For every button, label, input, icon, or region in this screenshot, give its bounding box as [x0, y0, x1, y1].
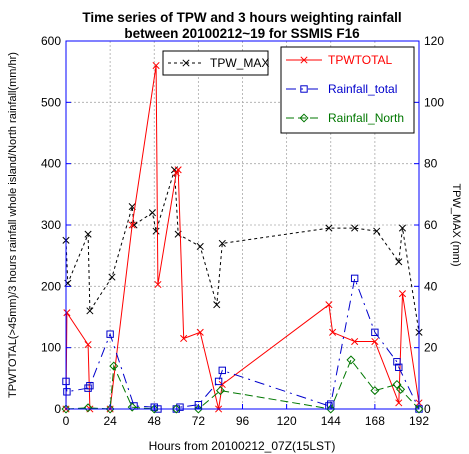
x-tick-label: 72: [192, 414, 206, 428]
x-axis-label: Hours from 20100212_07Z(15LST): [149, 439, 336, 453]
data-point: [300, 85, 308, 93]
x-tick-label: 48: [148, 414, 162, 428]
data-point: [395, 363, 403, 371]
data-point: [148, 209, 156, 217]
grid: [66, 41, 419, 409]
legend-label: TPWTOTAL: [328, 53, 393, 67]
data-point: [84, 341, 92, 349]
data-point: [106, 330, 114, 338]
data-point: [84, 230, 92, 238]
data-point: [393, 358, 401, 366]
data-point: [83, 403, 93, 413]
data-point: [396, 384, 406, 394]
data-point: [108, 273, 116, 281]
legend-label: Rainfall_North: [328, 111, 404, 125]
y-tick-label-left: 100: [41, 341, 61, 355]
y-tick-label-right: 100: [424, 95, 444, 109]
legend-box-right-axis: TPW_MAX: [162, 50, 269, 76]
data-point: [214, 377, 223, 386]
legend-label: Rainfall_total: [328, 82, 397, 96]
data-point: [351, 224, 359, 232]
data-point: [371, 328, 379, 337]
legend-label: TPW_MAX: [210, 56, 269, 70]
data-point: [61, 404, 71, 414]
x-tick-label: 96: [236, 414, 250, 428]
data-point: [329, 328, 337, 336]
data-point: [152, 227, 160, 235]
data-point: [63, 388, 71, 396]
data-point: [395, 258, 403, 266]
data-point: [218, 239, 226, 247]
x-tick-label: 192: [409, 414, 429, 428]
data-point: [128, 221, 136, 229]
data-point: [350, 274, 359, 283]
x-tick-label: 24: [103, 414, 117, 428]
y-tick-label-right: 40: [424, 279, 438, 293]
y-tick-label-left: 500: [41, 95, 61, 109]
data-point: [326, 404, 336, 414]
data-point: [154, 280, 162, 289]
data-point: [325, 301, 333, 309]
data-point: [299, 113, 309, 123]
y-tick-label-right: 80: [424, 157, 438, 171]
data-point: [182, 59, 190, 67]
y-tick-label-right: 20: [424, 341, 438, 355]
y-axis-label-left: TPWTOTAL(>45mm)/3 hours rainfall whole i…: [7, 52, 19, 398]
y-tick-label-right: 0: [424, 402, 431, 416]
data-point: [395, 399, 403, 407]
data-point: [152, 61, 160, 70]
x-tick-label: 120: [277, 414, 297, 428]
data-point: [392, 379, 402, 389]
x-tick-label: 0: [63, 414, 70, 428]
y-tick-label-right: 60: [424, 218, 438, 232]
data-point: [398, 224, 407, 232]
series-line: [65, 276, 420, 410]
data-point: [109, 361, 119, 371]
legend-frame: [162, 50, 269, 76]
data-point: [300, 56, 308, 64]
data-point: [84, 384, 92, 392]
data-point: [370, 386, 380, 396]
data-point: [325, 224, 333, 232]
axes: 0 24 48 72 96 120 144 168 1920100200300400500600…: [41, 34, 444, 428]
data-point: [149, 404, 159, 414]
data-point: [193, 404, 203, 414]
y-tick-label-left: 400: [41, 157, 61, 171]
data-point: [105, 404, 115, 414]
y-tick-label-left: 200: [41, 279, 61, 293]
y-axis-label-right: TPW_MAX (mm): [450, 183, 462, 266]
data-point: [346, 355, 356, 365]
y-tick-label-left: 0: [54, 402, 61, 416]
data-point: [373, 227, 381, 235]
y-tick-label-left: 600: [41, 34, 61, 48]
data-point: [213, 301, 221, 309]
legend-box-left-axis: TPWTOTAL Rainfall_total Rainfall_North: [280, 46, 415, 134]
data-point: [86, 307, 94, 315]
data-point: [196, 328, 204, 336]
y-tick-label-right: 120: [424, 34, 444, 48]
data-point: [371, 337, 379, 346]
data-point: [218, 366, 226, 375]
legend: TPW_MAX TPWTOTAL Rainfall_total Rainfall_No…: [162, 46, 415, 134]
data-point: [86, 381, 94, 390]
data-point: [127, 402, 137, 412]
y-tick-label-left: 300: [41, 218, 61, 232]
data-point: [398, 290, 407, 298]
chart-title-line-1: Time series of TPW and 3 hours weighting…: [82, 10, 401, 25]
data-point: [171, 404, 181, 414]
data-point: [215, 386, 225, 396]
data-point: [174, 166, 182, 174]
data-point: [63, 309, 71, 317]
data-point: [176, 403, 184, 411]
x-tick-label: 168: [365, 414, 385, 428]
data-point: [351, 337, 359, 346]
data-point: [414, 404, 424, 414]
data-point: [180, 334, 188, 343]
x-tick-label: 144: [321, 414, 341, 428]
chart-title-line-2: between 20100212~19 for SSMIS F16: [124, 26, 360, 41]
data-point: [196, 242, 204, 251]
